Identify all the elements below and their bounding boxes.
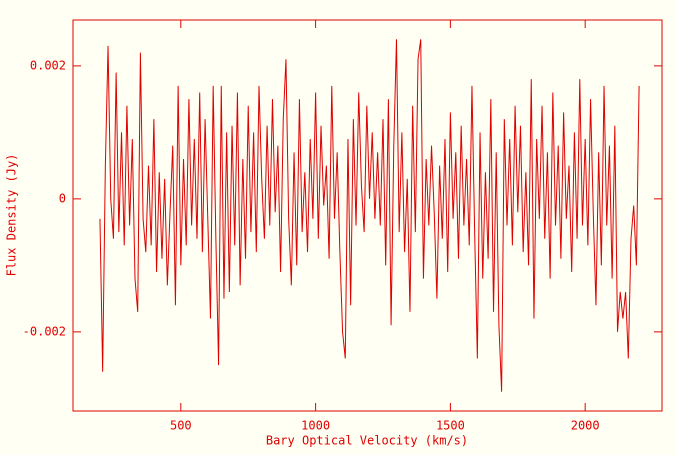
x-tick-label: 1500 [436,419,465,433]
spectrum-line [99,39,640,392]
y-tick-label: -0.002 [23,324,66,338]
x-axis-title: Bary Optical Velocity (km/s) [266,434,468,448]
x-tick-label: 1000 [301,419,330,433]
plot-frame [72,19,663,412]
y-axis-title: Flux Density (Jy) [5,154,19,277]
y-tick-label: 0 [59,191,66,205]
x-tick-label: 500 [170,419,192,433]
y-tick-label: 0.002 [30,58,66,72]
x-tick-label: 2000 [571,419,600,433]
